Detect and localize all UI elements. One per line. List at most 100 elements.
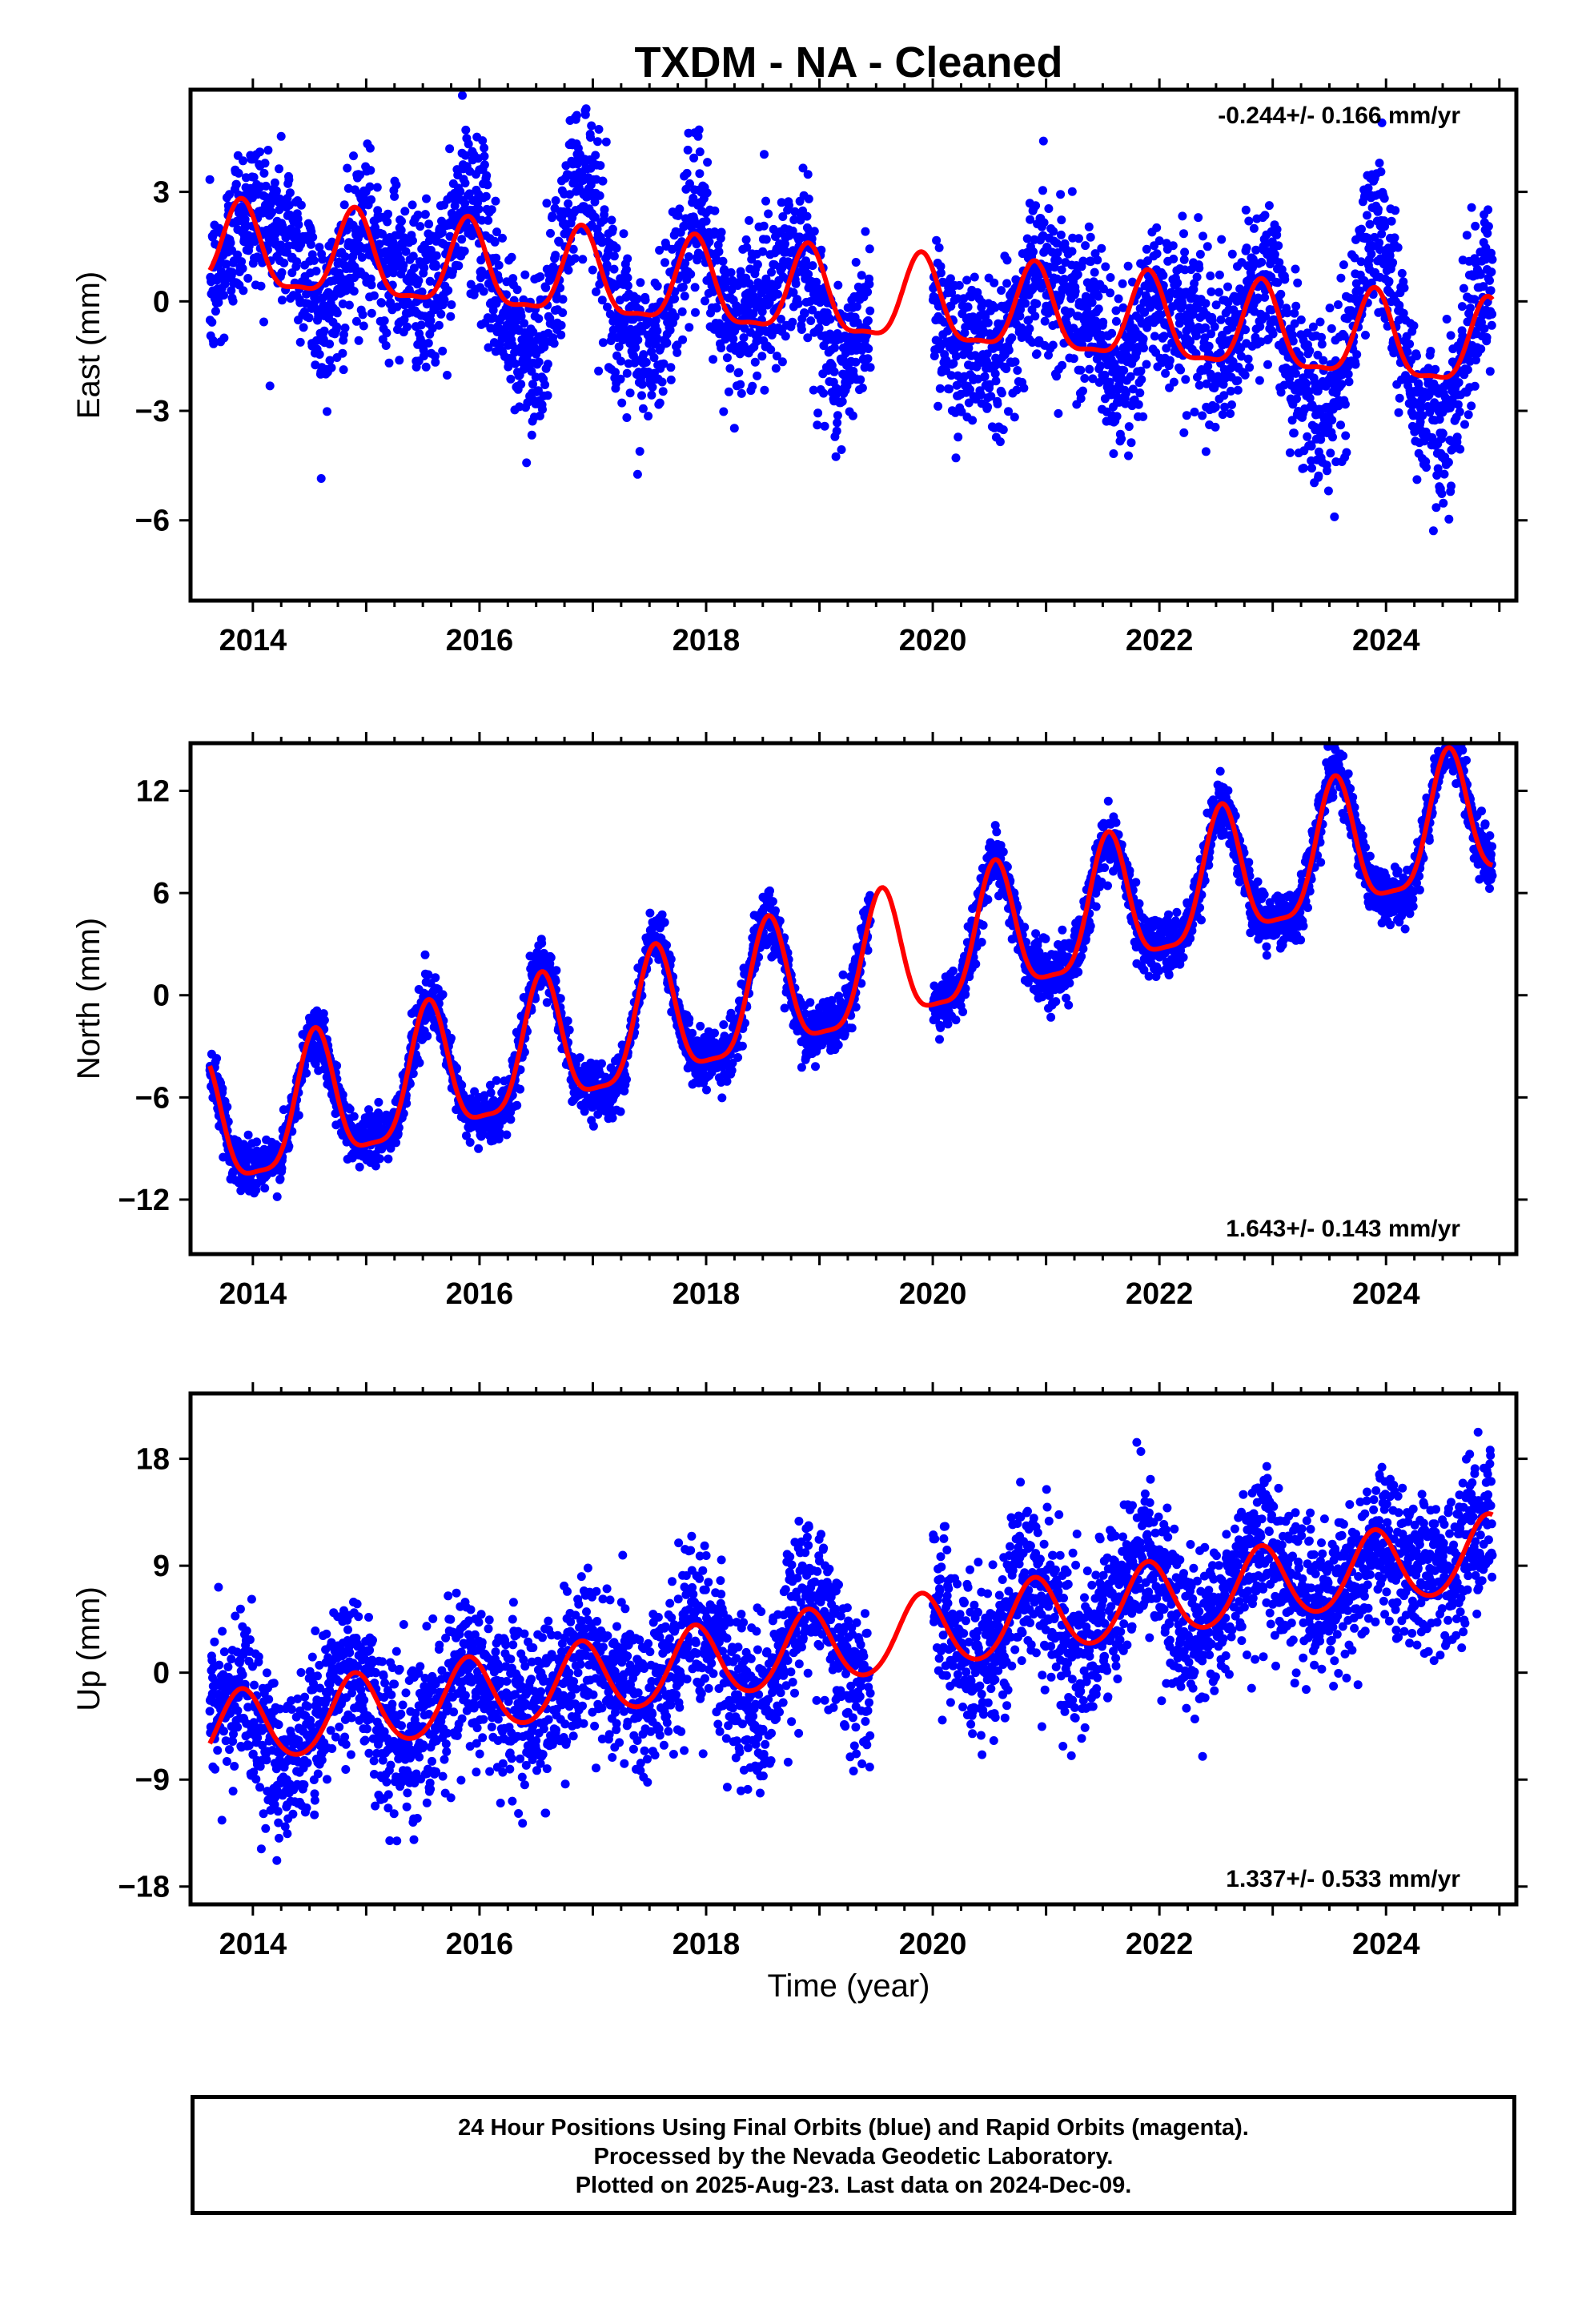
- north-data-point: [431, 973, 440, 983]
- east-data-point: [260, 159, 270, 168]
- east-data-point: [1367, 249, 1376, 259]
- east-data-point: [1074, 234, 1083, 243]
- east-data-point: [1482, 332, 1492, 342]
- east-data-point: [705, 237, 714, 247]
- east-data-point: [1188, 310, 1198, 320]
- east-data-point: [543, 360, 552, 369]
- east-data-point: [546, 228, 555, 238]
- east-data-point: [863, 287, 873, 297]
- east-data-point: [551, 251, 560, 260]
- east-data-point: [487, 205, 496, 215]
- east-data-point: [265, 381, 275, 391]
- east-data-point: [861, 227, 870, 236]
- east-data-point: [508, 274, 518, 283]
- east-data-point: [419, 352, 428, 361]
- east-data-point: [963, 302, 973, 312]
- east-data-point: [359, 321, 368, 331]
- east-data-point: [1024, 316, 1034, 325]
- east-data-point: [690, 283, 700, 292]
- east-data-point: [1426, 347, 1435, 356]
- east-data-point: [1215, 270, 1224, 279]
- east-data-point: [995, 437, 1005, 447]
- east-data-point: [325, 340, 335, 349]
- east-data-point: [534, 314, 544, 324]
- east-y-tick-label: −6: [135, 505, 170, 538]
- east-data-point: [437, 228, 447, 237]
- east-data-point: [1021, 299, 1030, 308]
- east-data-point: [414, 275, 424, 285]
- east-data-point: [378, 229, 387, 239]
- east-data-point: [375, 239, 384, 249]
- east-data-point: [1377, 229, 1387, 239]
- east-data-point: [1244, 216, 1254, 226]
- east-data-point: [709, 355, 718, 364]
- east-data-point: [1220, 402, 1230, 412]
- east-data-point: [689, 153, 699, 163]
- east-data-point: [1314, 471, 1323, 480]
- east-data-point: [1384, 276, 1394, 286]
- east-data-point: [408, 236, 417, 245]
- east-data-point: [1260, 292, 1270, 302]
- east-data-point: [1085, 364, 1094, 374]
- east-data-point: [1376, 167, 1386, 176]
- east-data-point: [648, 382, 657, 392]
- east-data-point: [369, 291, 379, 300]
- north-data-point: [474, 1144, 484, 1153]
- north-data-point: [294, 1111, 303, 1120]
- east-data-point: [486, 324, 496, 333]
- east-data-point: [1128, 384, 1138, 394]
- east-data-point: [450, 201, 460, 211]
- east-data-point: [1039, 218, 1049, 227]
- east-data-point: [678, 283, 688, 292]
- east-data-point: [391, 180, 401, 190]
- east-data-point: [1159, 332, 1169, 341]
- east-data-point: [749, 284, 758, 294]
- east-data-point: [1466, 304, 1475, 313]
- north-data-point: [386, 1144, 396, 1153]
- east-data-point: [793, 299, 803, 308]
- east-data-point: [739, 333, 749, 343]
- east-data-point: [1142, 360, 1151, 369]
- east-data-point: [1395, 393, 1404, 403]
- east-data-point: [1109, 449, 1118, 458]
- east-data-point: [379, 316, 389, 325]
- east-data-point: [1143, 256, 1152, 266]
- east-data-point: [1119, 366, 1129, 375]
- east-data-point: [789, 215, 799, 224]
- east-data-point: [540, 380, 550, 389]
- east-data-point: [934, 301, 943, 311]
- east-data-point: [1010, 412, 1019, 422]
- east-data-point: [492, 227, 501, 237]
- east-data-point: [1169, 254, 1178, 263]
- east-data-point: [717, 227, 726, 237]
- east-data-point: [1094, 378, 1104, 387]
- east-data-point: [1327, 416, 1337, 425]
- east-data-point: [332, 322, 342, 332]
- east-data-point: [399, 260, 408, 270]
- east-data-point: [1447, 481, 1456, 491]
- east-data-point: [243, 274, 253, 283]
- east-data-point: [1243, 354, 1253, 364]
- east-data-point: [1139, 344, 1148, 353]
- north-data-point: [243, 1130, 253, 1140]
- east-data-point: [1453, 400, 1463, 409]
- east-data-point: [484, 343, 493, 352]
- east-data-point: [600, 205, 609, 215]
- east-data-point: [951, 352, 961, 361]
- east-data-point: [980, 372, 990, 381]
- east-data-point: [1126, 438, 1136, 448]
- east-data-point: [1439, 498, 1448, 508]
- east-data-point: [1044, 351, 1053, 360]
- east-data-point: [970, 272, 979, 282]
- east-data-point: [812, 277, 821, 287]
- east-data-point: [623, 273, 632, 283]
- east-data-point: [339, 200, 349, 210]
- east-data-point: [478, 136, 488, 146]
- east-data-point: [808, 305, 817, 315]
- north-data-point: [302, 1068, 311, 1078]
- east-data-point: [652, 326, 662, 336]
- east-y-tick-label: 3: [153, 176, 170, 210]
- east-data-point: [225, 190, 234, 199]
- east-data-point: [623, 281, 632, 291]
- east-data-point: [367, 280, 376, 290]
